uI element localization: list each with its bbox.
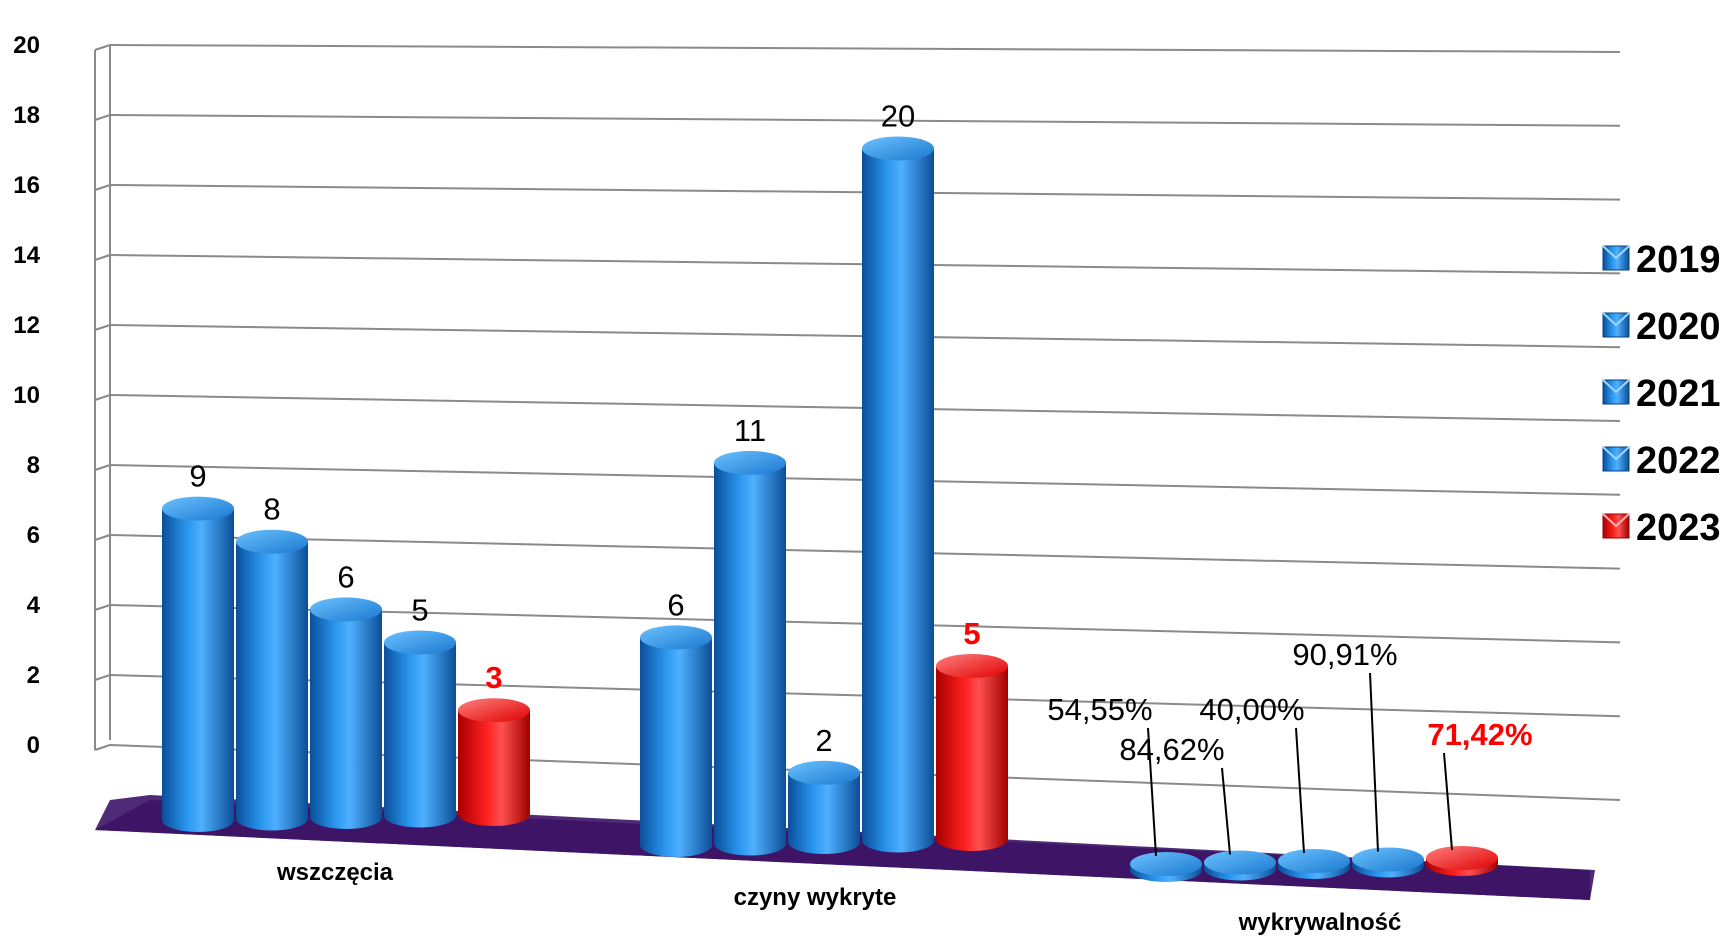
data-label: 9: [189, 459, 206, 494]
gridline: [109, 44, 1621, 53]
data-label: 8: [263, 492, 280, 527]
legend: 2019 2020 2021 2022 2023: [1602, 239, 1721, 549]
tick-mark: [94, 604, 111, 611]
value-labels: 9 8 6 5 3 6 11 2 20 5 54,55% 84,62% 40,00% 90,91% 71,4…: [189, 99, 1533, 857]
data-label: 2: [815, 723, 832, 758]
data-label: 54,55%: [1047, 692, 1152, 727]
data-label: 5: [963, 616, 980, 651]
bar: [1352, 847, 1424, 878]
data-label: 6: [667, 587, 684, 622]
category-labels: wszczęcia czyny wykryte wykrywalność: [276, 859, 1401, 936]
leader-line: [1369, 672, 1379, 852]
legend-item: 2023: [1602, 507, 1721, 549]
tick-mark: [94, 394, 111, 401]
bar: [310, 597, 382, 829]
bar: [640, 625, 712, 857]
tick-mark: [94, 184, 111, 191]
legend-item: 2022: [1602, 440, 1721, 482]
data-label: 20: [881, 99, 915, 134]
bar: [458, 698, 530, 826]
tick-mark: [94, 254, 111, 261]
legend-item: 2021: [1602, 373, 1721, 415]
y-tick-label: 2: [27, 662, 40, 689]
bar: [1130, 852, 1202, 882]
tick-mark: [94, 674, 111, 681]
tick-mark: [94, 114, 111, 121]
legend-label: 2021: [1636, 373, 1721, 415]
data-label: 6: [337, 559, 354, 594]
x-category-label: wykrywalność: [1238, 909, 1402, 936]
x-category-label: czyny wykryte: [734, 884, 897, 911]
y-tick-label: 4: [27, 592, 41, 619]
y-tick-label: 16: [13, 172, 40, 199]
data-label: 90,91%: [1292, 637, 1397, 672]
legend-label: 2019: [1636, 239, 1721, 281]
tick-mark: [94, 464, 111, 471]
data-label: 11: [734, 413, 766, 448]
bar: [162, 496, 234, 832]
data-label: 3: [485, 660, 502, 695]
bar: [1426, 846, 1498, 876]
bar: [714, 450, 786, 856]
y-tick-label: 14: [13, 242, 40, 269]
y-tick-label: 10: [13, 382, 40, 409]
leader-line: [1443, 752, 1453, 851]
leader-line: [1147, 727, 1157, 857]
y-tick-label: 12: [13, 312, 40, 339]
bar: [1278, 849, 1350, 879]
bar: [384, 630, 456, 828]
tick-mark: [94, 324, 111, 331]
legend-item: 2020: [1602, 306, 1721, 348]
data-label: 40,00%: [1199, 692, 1304, 727]
y-tick-label: 18: [13, 102, 40, 129]
legend-label: 2022: [1636, 440, 1721, 482]
bar: [936, 654, 1008, 851]
y-tick-label: 8: [27, 452, 40, 479]
tick-mark: [94, 44, 111, 51]
bars: [162, 136, 1498, 882]
y-axis: 0 2 4 6 8 10 12 14 16 18 20: [13, 32, 111, 759]
y-tick-label: 0: [27, 732, 40, 759]
leader-line: [1221, 767, 1231, 855]
legend-label: 2023: [1636, 507, 1721, 549]
bar: [788, 760, 860, 854]
data-label: 5: [411, 593, 428, 628]
legend-item: 2019: [1602, 239, 1721, 281]
leader-line: [1295, 727, 1305, 854]
legend-label: 2020: [1636, 306, 1721, 348]
gridline: [109, 114, 1621, 127]
y-tick-label: 20: [13, 32, 40, 59]
x-category-label: wszczęcia: [276, 859, 394, 886]
data-label: 71,42%: [1427, 717, 1532, 752]
y-tick-label: 6: [27, 522, 40, 549]
data-label: 84,62%: [1119, 732, 1224, 767]
bar: [236, 529, 308, 831]
bar: [862, 136, 934, 853]
tick-mark: [94, 534, 111, 541]
tick-mark: [94, 744, 111, 751]
bar: [1204, 850, 1276, 881]
